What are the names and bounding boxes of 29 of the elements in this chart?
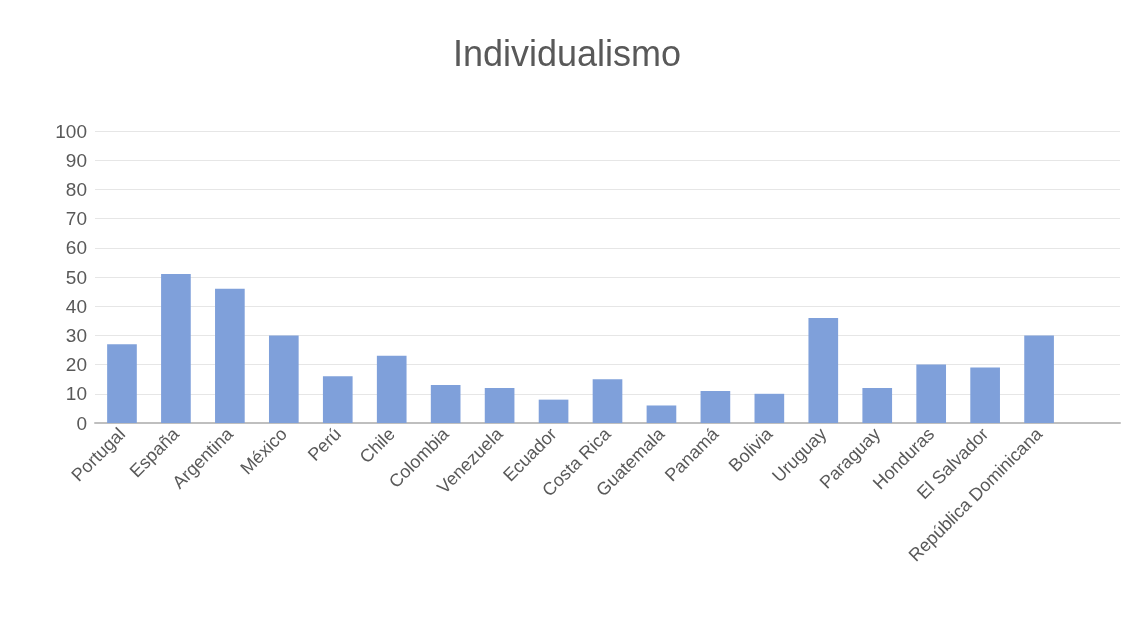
y-tick-label: 40 <box>65 295 87 317</box>
bar <box>484 387 515 423</box>
y-tick-label: 10 <box>65 383 87 405</box>
bar <box>646 405 677 423</box>
bar <box>808 317 839 423</box>
bar <box>700 390 731 423</box>
bar <box>215 288 245 423</box>
bar <box>862 387 893 423</box>
bar <box>376 355 407 423</box>
bar <box>592 379 623 423</box>
bar <box>430 385 461 423</box>
bar <box>538 399 569 423</box>
bar <box>322 376 353 423</box>
y-tick-label: 80 <box>65 178 87 200</box>
y-tick-label: 20 <box>65 354 87 376</box>
y-tick-label: 30 <box>65 324 87 346</box>
bar <box>754 393 785 423</box>
bar <box>916 364 947 423</box>
y-tick-label: 50 <box>65 266 87 288</box>
y-tick-label: 90 <box>65 149 87 171</box>
bar <box>1024 335 1054 423</box>
bar <box>970 367 1000 423</box>
y-tick-label: 100 <box>55 120 87 142</box>
bar <box>268 335 299 423</box>
y-tick-label: 60 <box>65 237 87 259</box>
chart-title: Individualismo <box>452 32 682 74</box>
bar <box>161 274 191 423</box>
y-tick-label: 70 <box>65 208 87 230</box>
bar <box>107 344 137 423</box>
